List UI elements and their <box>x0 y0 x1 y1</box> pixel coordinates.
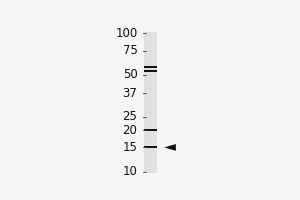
Bar <box>144 129 157 131</box>
Bar <box>144 70 157 72</box>
Text: 15: 15 <box>123 141 137 154</box>
Text: 75: 75 <box>123 44 137 57</box>
Bar <box>144 66 157 68</box>
Text: 100: 100 <box>115 27 137 40</box>
Text: 25: 25 <box>123 110 137 123</box>
Text: 37: 37 <box>123 87 137 100</box>
Polygon shape <box>164 144 176 151</box>
Bar <box>144 32 157 173</box>
Bar <box>144 146 157 148</box>
Text: 50: 50 <box>123 68 137 81</box>
Text: 10: 10 <box>123 165 137 178</box>
Text: 20: 20 <box>123 124 137 137</box>
